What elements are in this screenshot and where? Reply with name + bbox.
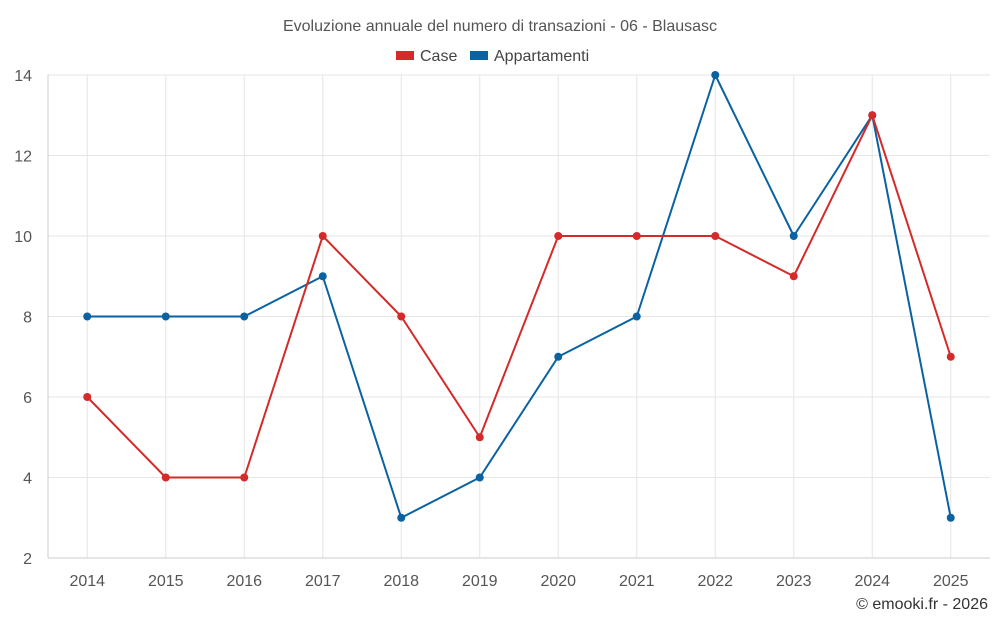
y-tick-label: 8 <box>23 310 32 327</box>
data-point-case[interactable] <box>83 393 92 401</box>
legend-item-appartamenti[interactable]: Appartamenti <box>470 48 589 65</box>
series-appartamenti <box>83 71 955 522</box>
data-point-appartamenti[interactable] <box>554 352 563 361</box>
data-point-appartamenti[interactable] <box>83 312 92 321</box>
legend-swatch <box>396 51 414 60</box>
data-point-case[interactable] <box>554 232 563 240</box>
data-point-appartamenti[interactable] <box>397 513 406 522</box>
data-point-appartamenti[interactable] <box>475 473 484 482</box>
data-point-appartamenti[interactable] <box>318 272 327 281</box>
x-tick-label: 2020 <box>540 573 576 590</box>
y-tick-label: 2 <box>23 551 32 568</box>
x-tick-label: 2018 <box>383 573 419 590</box>
legend-item-case[interactable]: Case <box>396 48 457 65</box>
data-point-appartamenti[interactable] <box>161 312 170 321</box>
data-point-case[interactable] <box>397 312 406 321</box>
series-line-appartamenti <box>87 74 952 519</box>
x-tick-label: 2016 <box>226 573 262 590</box>
y-tick-label: 12 <box>14 149 32 166</box>
x-tick-label: 2017 <box>305 573 341 590</box>
x-axis: 2014 2015 2016 2017 2018 2019 2020 2021 2022 2023… <box>48 557 990 590</box>
x-tick-label: 2014 <box>69 573 105 590</box>
legend-swatch <box>470 51 488 60</box>
y-tick-label: 10 <box>14 229 32 246</box>
series-case <box>83 111 955 482</box>
y-tick-label: 6 <box>23 390 32 407</box>
data-point-appartamenti[interactable] <box>789 232 798 240</box>
data-point-appartamenti[interactable] <box>240 312 249 321</box>
data-point-appartamenti[interactable] <box>946 513 955 522</box>
legend: Case Appartamenti <box>396 48 589 65</box>
x-tick-label: 2024 <box>854 573 890 590</box>
data-point-case[interactable] <box>475 433 484 442</box>
series-line-case <box>86 114 952 479</box>
data-point-case[interactable] <box>318 232 327 240</box>
data-point-appartamenti[interactable] <box>632 312 641 321</box>
data-point-case[interactable] <box>711 232 720 240</box>
legend-label: Appartamenti <box>494 48 589 65</box>
credit-text: © emooki.fr - 2026 <box>856 596 988 613</box>
data-point-case[interactable] <box>240 473 249 482</box>
data-point-case[interactable] <box>632 232 641 240</box>
x-tick-label: 2021 <box>619 573 655 590</box>
y-tick-label: 14 <box>14 68 32 85</box>
chart-title: Evoluzione annuale del numero di transaz… <box>283 18 717 35</box>
x-tick-label: 2015 <box>148 573 184 590</box>
legend-label: Case <box>420 48 457 65</box>
data-point-case[interactable] <box>868 111 877 120</box>
y-tick-label: 4 <box>23 471 32 488</box>
data-point-case[interactable] <box>946 352 955 361</box>
y-axis: 2 4 6 8 10 12 14 <box>14 68 49 568</box>
data-point-case[interactable] <box>789 272 798 281</box>
x-tick-label: 2023 <box>776 573 812 590</box>
data-point-appartamenti[interactable] <box>711 71 720 79</box>
x-tick-label: 2025 <box>933 573 969 590</box>
x-tick-label: 2022 <box>697 573 733 590</box>
series-layer <box>83 71 955 522</box>
x-tick-label: 2019 <box>462 573 498 590</box>
data-point-case[interactable] <box>161 473 170 482</box>
